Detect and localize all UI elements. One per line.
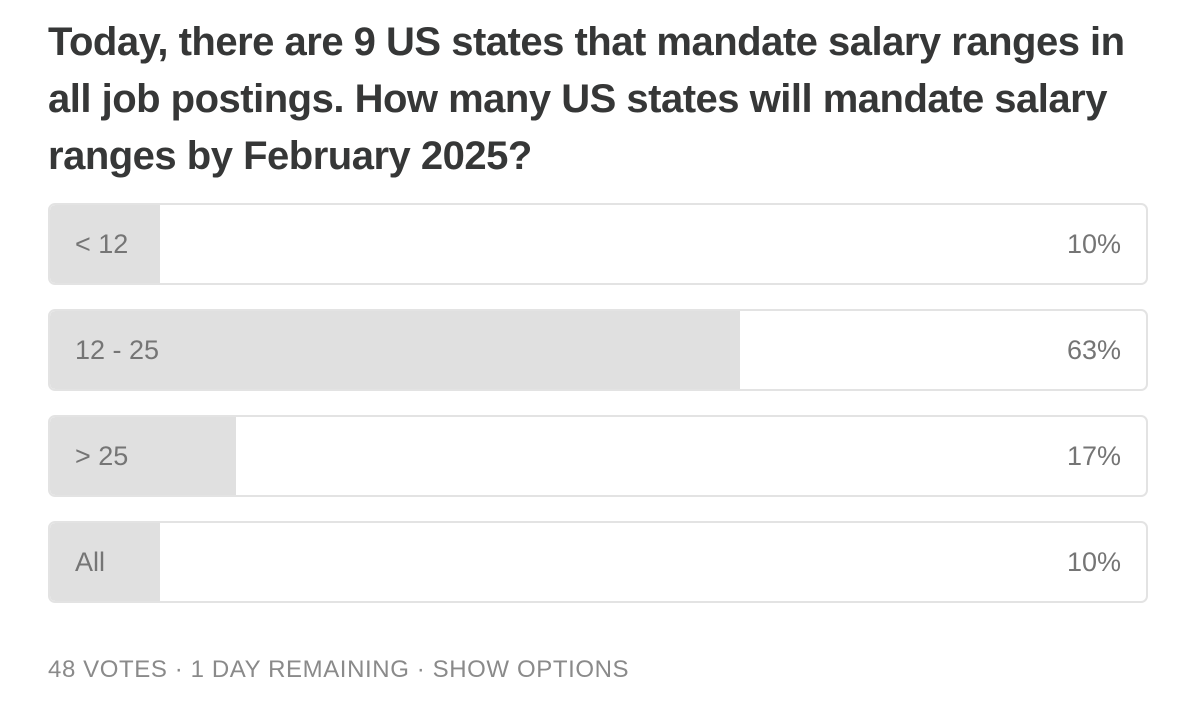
- poll: Today, there are 9 US states that mandat…: [48, 0, 1148, 603]
- poll-option-percent: 17%: [1066, 441, 1121, 471]
- poll-option-all[interactable]: All 10%: [48, 521, 1148, 603]
- poll-option-percent: 63%: [1066, 335, 1121, 365]
- show-options-link[interactable]: SHOW OPTIONS: [432, 656, 630, 683]
- poll-option-greater-than-25[interactable]: > 25 17%: [48, 415, 1148, 497]
- poll-option-label: < 12: [75, 229, 129, 259]
- poll-option-result-bar: [50, 523, 160, 601]
- poll-option-result-bar: [50, 417, 237, 495]
- poll-option-12-to-25[interactable]: 12 - 25 63%: [48, 309, 1148, 391]
- poll-options: < 12 10% 12 - 25 63% > 25 17% All 10%: [48, 203, 1148, 627]
- poll-option-label: > 25: [75, 441, 129, 471]
- footer-separator: ·: [409, 656, 433, 683]
- vote-count: 48 VOTES: [48, 656, 168, 683]
- time-remaining: 1 DAY REMAINING: [190, 656, 410, 683]
- footer-separator: ·: [167, 656, 191, 683]
- poll-option-less-than-12[interactable]: < 12 10%: [48, 203, 1148, 285]
- poll-option-percent: 10%: [1066, 229, 1121, 259]
- poll-option-label: All: [75, 547, 106, 577]
- poll-option-percent: 10%: [1066, 547, 1121, 577]
- poll-footer: 48 VOTES · 1 DAY REMAINING · SHOW OPTION…: [48, 655, 629, 685]
- poll-option-result-bar: [50, 205, 160, 283]
- poll-question: Today, there are 9 US states that mandat…: [48, 20, 1125, 178]
- poll-option-label: 12 - 25: [75, 335, 160, 365]
- poll-option-result-bar: [50, 311, 741, 389]
